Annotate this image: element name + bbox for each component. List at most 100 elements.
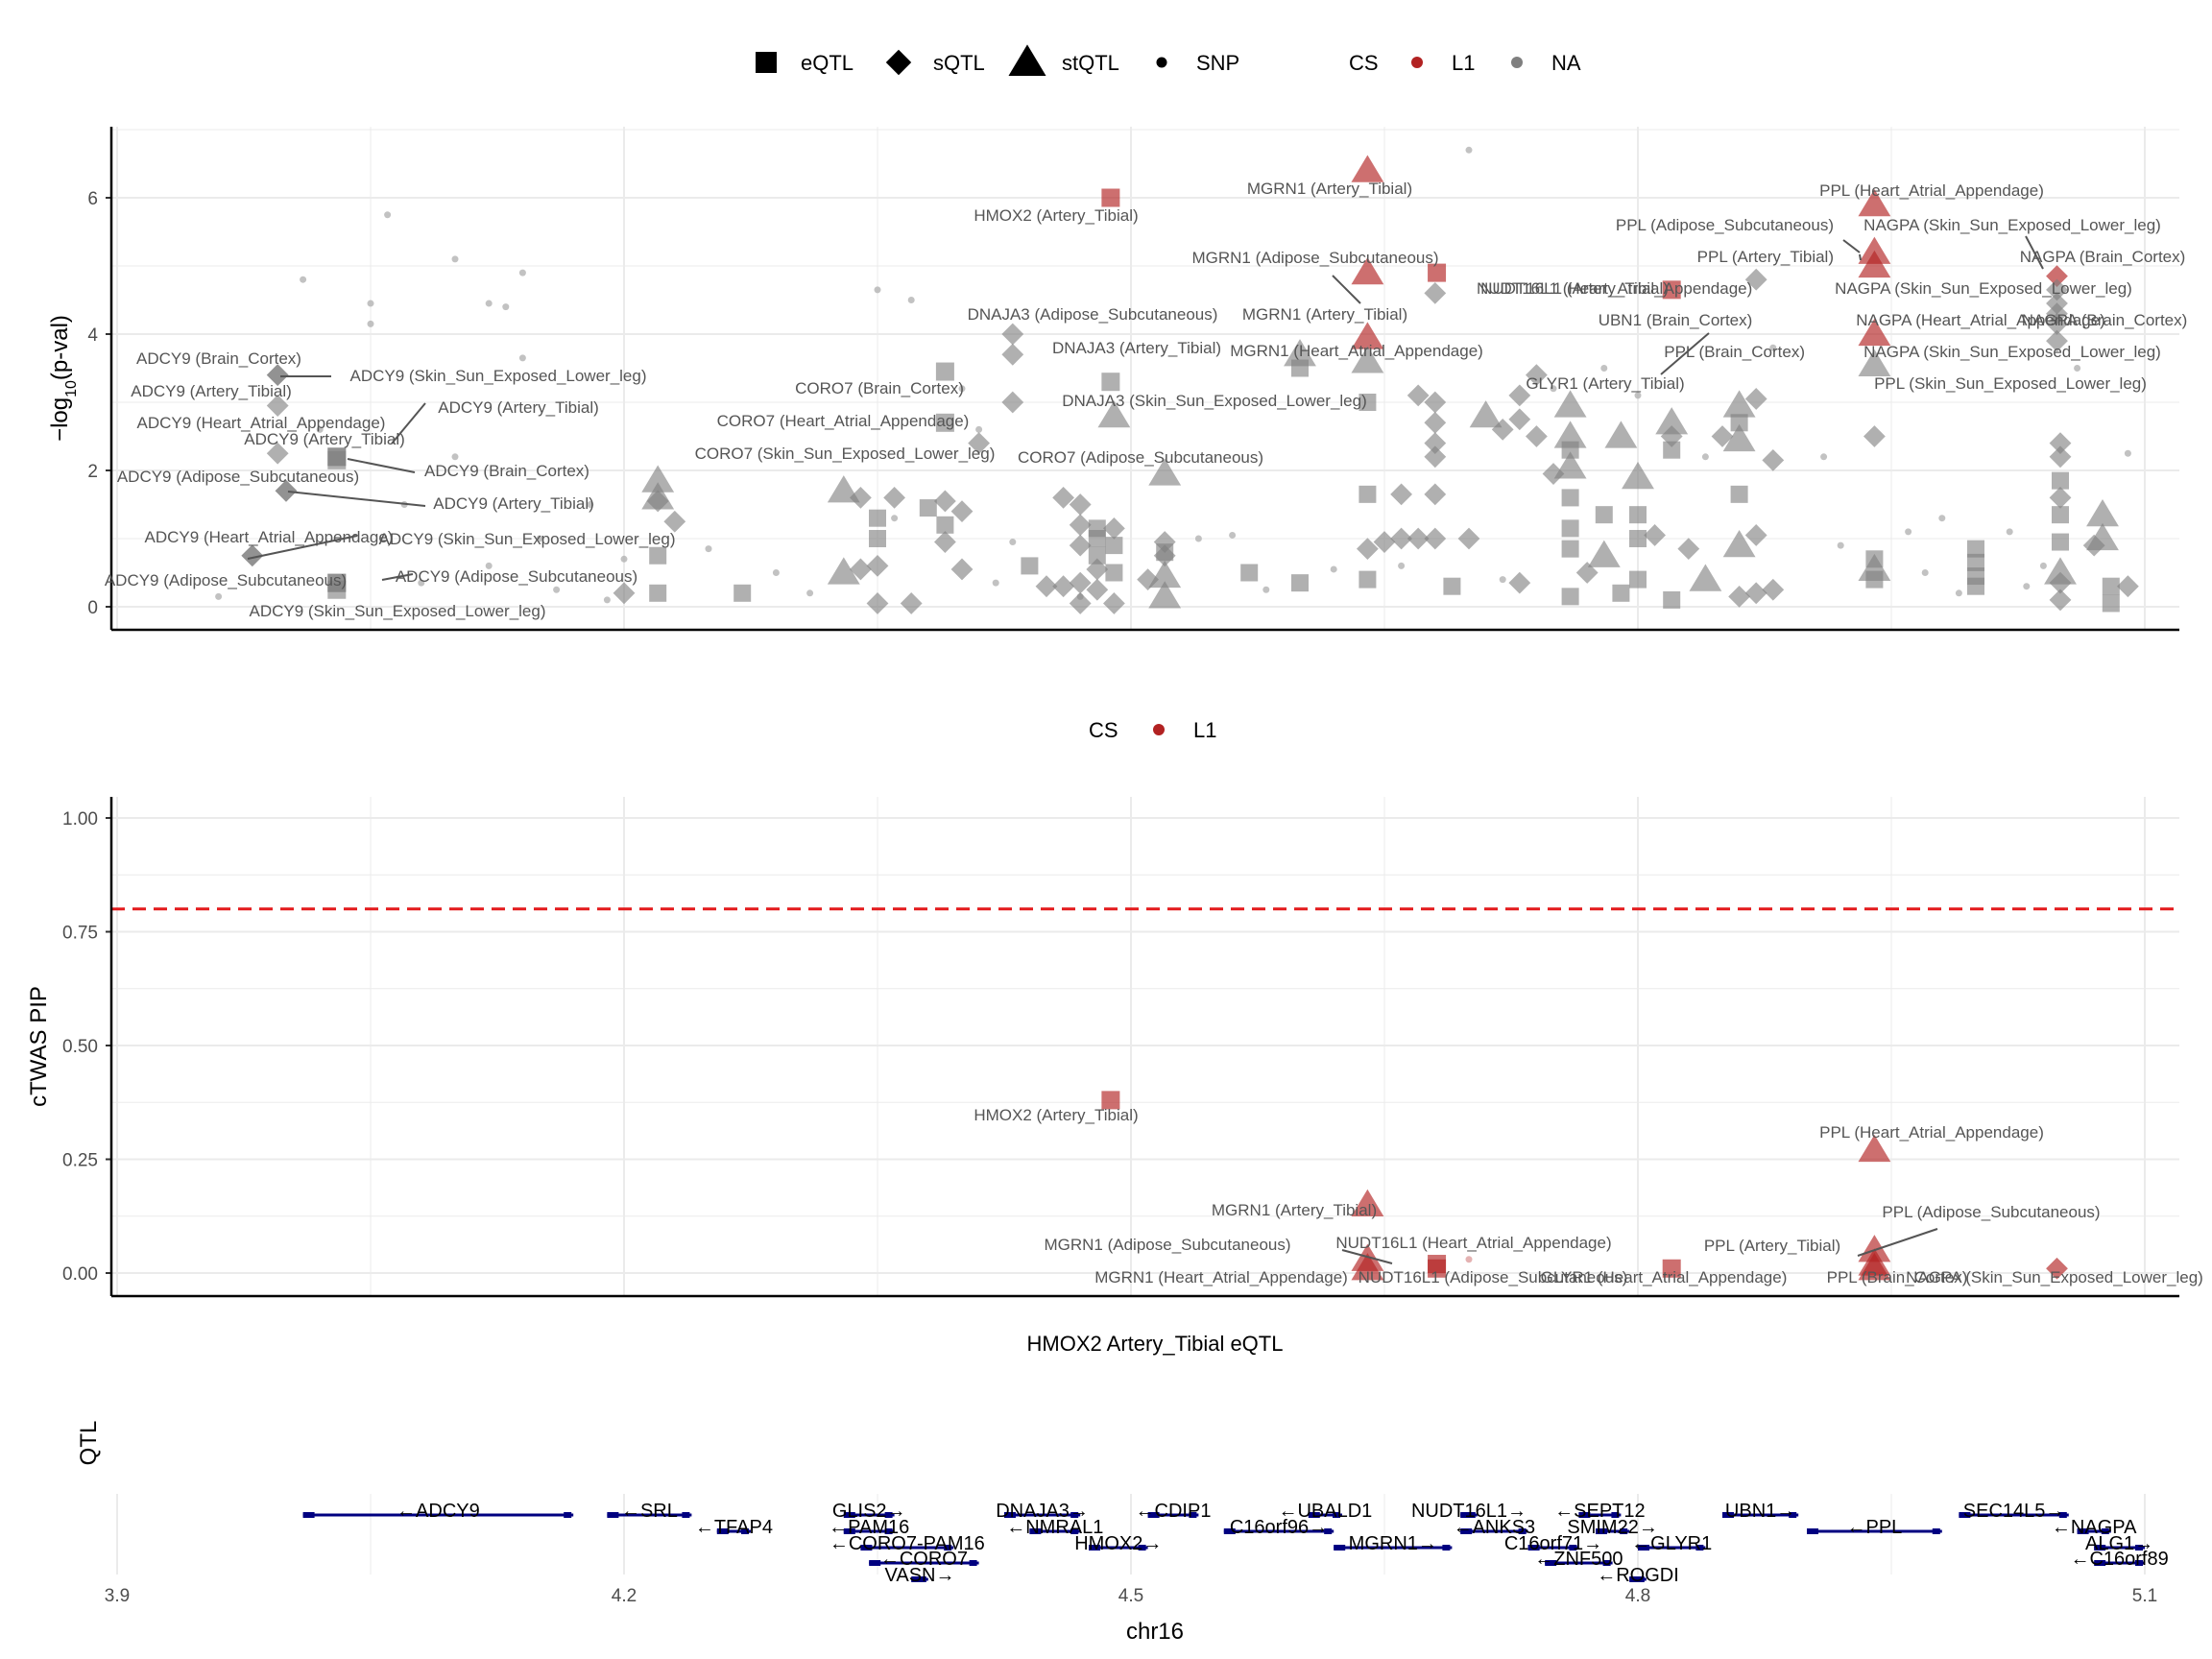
gene-track-title: HMOX2 Artery_Tibial eQTL bbox=[1027, 1332, 1284, 1356]
qtl-point bbox=[1105, 537, 1123, 555]
qtl-point bbox=[1711, 425, 1734, 447]
qtl-point bbox=[1863, 425, 1886, 447]
qtl-point bbox=[1240, 564, 1259, 582]
qtl-point bbox=[663, 510, 686, 533]
snp-point bbox=[2023, 583, 2031, 590]
snp-point bbox=[502, 303, 510, 311]
x-tick-label: 5.1 bbox=[2132, 1586, 2157, 1606]
qtl-point bbox=[850, 558, 872, 581]
qtl-point bbox=[1424, 527, 1447, 550]
point-label: ADCY9 (Skin_Sun_Exposed_Lower_leg) bbox=[349, 367, 646, 385]
point-label: NAGPA (Brain_Cortex) bbox=[2022, 311, 2188, 329]
qtl-point bbox=[1561, 588, 1579, 606]
gene-exon bbox=[1189, 1512, 1197, 1518]
point-label: ADCY9 (Adipose_Subcutaneous) bbox=[117, 468, 359, 486]
qtl-point bbox=[869, 530, 886, 547]
labeled-qtl-point bbox=[1744, 268, 1767, 291]
gene-label: ←ANKS3 bbox=[1454, 1517, 1536, 1538]
qtl-point bbox=[1069, 493, 1092, 516]
qtl-point bbox=[1553, 390, 1587, 418]
qtl-point bbox=[649, 584, 667, 602]
qtl-point bbox=[1595, 506, 1613, 524]
snp-point bbox=[603, 596, 611, 604]
labeled-qtl-point bbox=[968, 432, 990, 454]
qtl-point bbox=[1730, 414, 1748, 432]
qtl-point bbox=[1357, 538, 1379, 561]
labeled-qtl-point bbox=[2046, 312, 2068, 335]
gene-exon bbox=[1789, 1512, 1797, 1518]
snp-point bbox=[772, 569, 780, 576]
qtl-point bbox=[1291, 574, 1309, 592]
labeled-pip-point bbox=[1351, 1189, 1384, 1216]
qtl-point bbox=[1542, 463, 1565, 485]
snp-point bbox=[384, 211, 392, 219]
labeled-qtl-point bbox=[1101, 373, 1120, 392]
point-label: ADCY9 (Heart_Atrial_Appendage) bbox=[145, 528, 394, 546]
qtl-point bbox=[613, 582, 636, 605]
snp-point bbox=[1600, 365, 1608, 372]
qtl-point bbox=[950, 500, 974, 522]
snp-point bbox=[958, 385, 966, 393]
qtl-point bbox=[1728, 585, 1750, 608]
qtl-point bbox=[2086, 499, 2119, 527]
gene-exon bbox=[1460, 1528, 1473, 1534]
qtl-point bbox=[2052, 506, 2069, 524]
point-label: DNAJA3 (Adipose_Subcutaneous) bbox=[968, 305, 1218, 324]
point-label: ADCY9 (Brain_Cortex) bbox=[424, 462, 589, 480]
qtl-point bbox=[1660, 425, 1683, 447]
qtl-point bbox=[934, 490, 956, 513]
labeled-qtl-point bbox=[1858, 236, 1891, 264]
qtl-point bbox=[2049, 589, 2072, 612]
point-label: ADCY9 (Heart_Atrial_Appendage) bbox=[137, 414, 386, 432]
qtl-point bbox=[1629, 570, 1647, 589]
qtl-point bbox=[934, 531, 956, 553]
qtl-point bbox=[1561, 441, 1579, 459]
labeled-pip-point bbox=[1351, 1253, 1384, 1281]
snp-point bbox=[1769, 344, 1777, 351]
snp-point bbox=[418, 579, 425, 587]
qtl-point bbox=[2044, 557, 2077, 585]
legend-top: eQTL sQTL stQTL SNP CS L1 NA bbox=[756, 44, 1581, 76]
labeled-qtl-point bbox=[935, 413, 954, 432]
qtl-point bbox=[641, 465, 675, 493]
gene-label: NUDT16L1→ bbox=[1411, 1501, 1527, 1522]
qtl-point bbox=[1390, 483, 1412, 506]
gene-label: ALG1→ bbox=[2085, 1533, 2153, 1554]
label-leader-line bbox=[391, 402, 426, 445]
qtl-point bbox=[1284, 339, 1316, 367]
gene-exon bbox=[2094, 1560, 2106, 1566]
snp-point bbox=[587, 501, 594, 508]
labeled-qtl-point bbox=[935, 362, 954, 381]
qtl-point bbox=[1052, 487, 1074, 509]
snp-point bbox=[2074, 365, 2081, 372]
gene-label: ←CORO7 bbox=[880, 1549, 968, 1570]
qtl-point bbox=[1622, 461, 1654, 490]
labeled-qtl-point bbox=[1351, 322, 1384, 349]
point-label: MGRN1 (Artery_Tibial) bbox=[1242, 305, 1407, 324]
snp-point bbox=[553, 586, 561, 593]
qtl-point bbox=[646, 490, 669, 513]
qtl-point bbox=[1561, 540, 1579, 558]
qtl-point bbox=[2049, 445, 2072, 469]
gene-exon bbox=[682, 1512, 690, 1518]
gene-label: ←NMRAL1 bbox=[1006, 1517, 1103, 1538]
point-label: MGRN1 (Artery_Tibial) bbox=[1247, 180, 1412, 198]
point-label: MGRN1 (Heart_Atrial_Appendage) bbox=[1230, 342, 1483, 360]
label-leader-line bbox=[1332, 275, 1361, 304]
gene-label: ←SEPT12 bbox=[1554, 1501, 1645, 1522]
legend-stqtl-icon bbox=[1008, 44, 1046, 76]
gene-exon bbox=[1334, 1545, 1346, 1551]
gene-exon bbox=[302, 1512, 315, 1518]
qtl-point bbox=[1858, 553, 1891, 582]
gene-label: SEC14L5→ bbox=[1963, 1501, 2065, 1522]
gene-exon bbox=[1629, 1576, 1642, 1582]
y-tick-label: 0.50 bbox=[62, 1037, 98, 1057]
qtl-point bbox=[900, 592, 923, 614]
gene-exon bbox=[607, 1512, 619, 1518]
qtl-point bbox=[1103, 592, 1125, 614]
qtl-point bbox=[1358, 570, 1377, 589]
gene-exon bbox=[1602, 1560, 1611, 1566]
qtl-point bbox=[2086, 522, 2119, 551]
point-label: GLYR1 (Heart_Atrial_Appendage) bbox=[1541, 1268, 1788, 1286]
legend-cs-title: CS bbox=[1349, 51, 1379, 75]
